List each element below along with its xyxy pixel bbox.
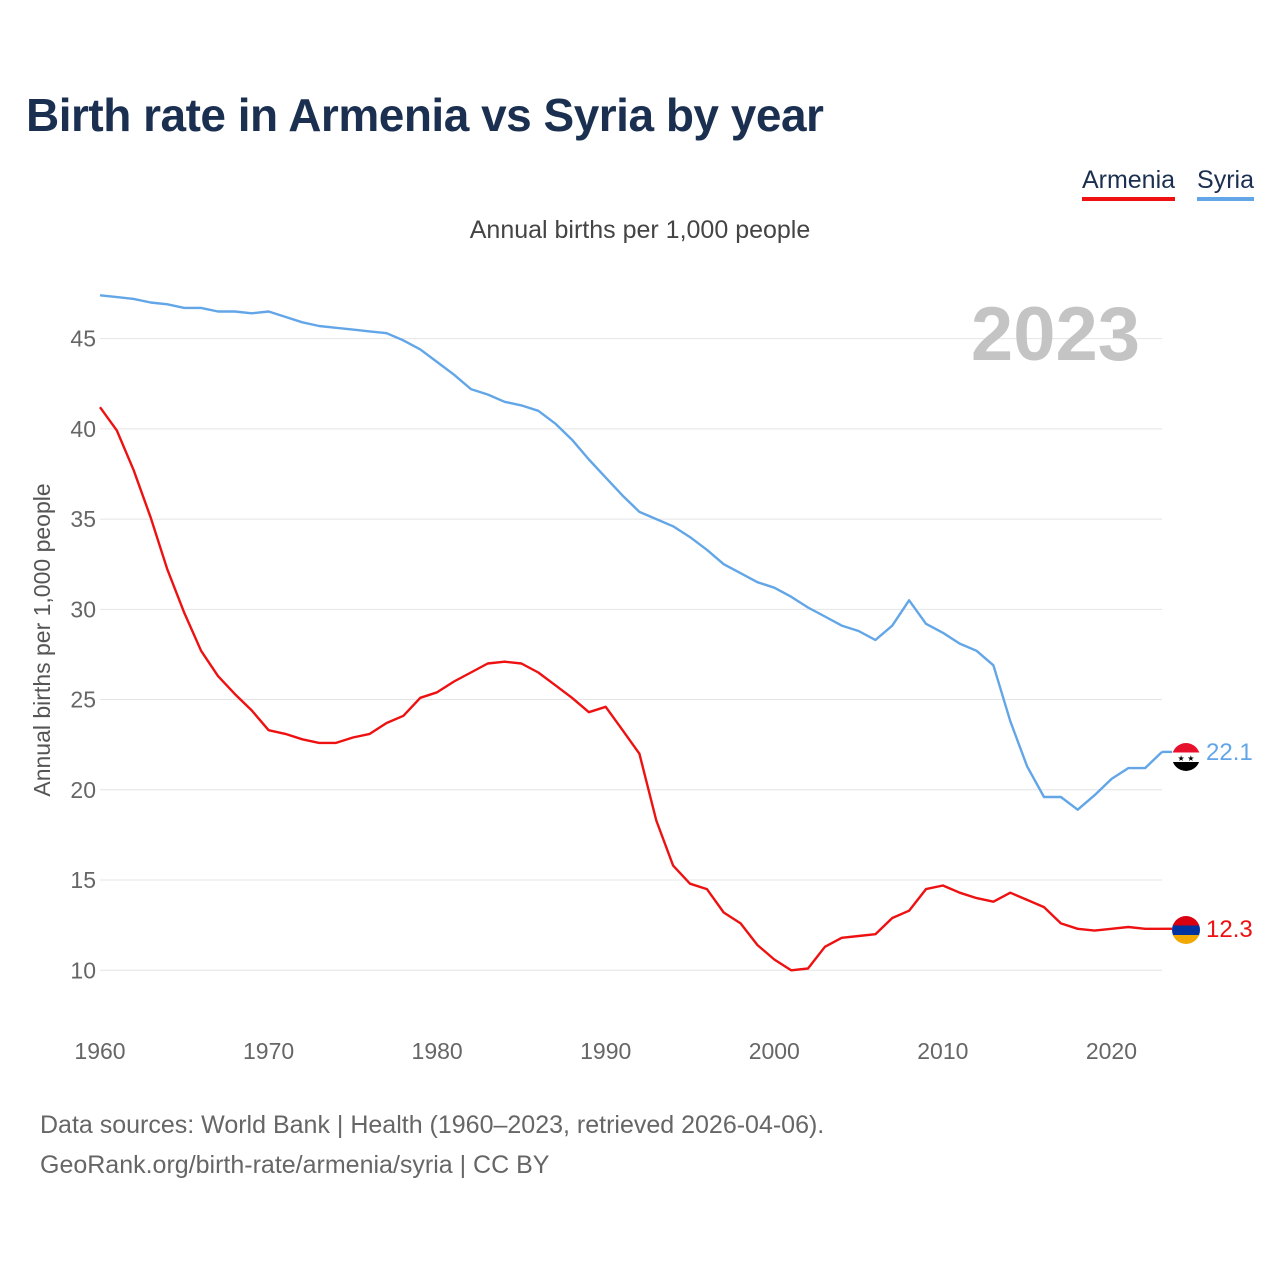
series-lines	[99, 294, 1172, 972]
x-tick-label: 1960	[74, 1038, 125, 1064]
legend-item-syria[interactable]: Syria	[1197, 166, 1254, 201]
armenia-flag-icon	[1172, 916, 1200, 944]
x-tick-label: 1980	[412, 1038, 463, 1064]
legend: Armenia Syria	[1081, 166, 1254, 201]
x-axis-ticks: 1960 1970 1980 1990 2000 2010 2020	[74, 1038, 1137, 1064]
y-tick-label: 35	[70, 506, 96, 532]
x-tick-label: 1990	[580, 1038, 631, 1064]
grid-lines	[100, 338, 1162, 971]
source-line-1: Data sources: World Bank | Health (1960–…	[40, 1111, 825, 1139]
year-display: 2023	[971, 292, 1140, 377]
end-label-armenia: 12.3	[1206, 916, 1253, 943]
chart-title: Birth rate in Armenia vs Syria by year	[26, 89, 824, 141]
y-tick-label: 45	[70, 326, 96, 352]
y-tick-label: 30	[70, 596, 96, 622]
source-note: Data sources: World Bank | Health (1960–…	[40, 1105, 824, 1185]
legend-item-armenia[interactable]: Armenia	[1081, 166, 1176, 201]
syria-flag-icon: ★ ★	[1172, 743, 1200, 771]
source-line-2: GeoRank.org/birth-rate/armenia/syria | C…	[40, 1151, 550, 1179]
end-labels: 22.1 12.3	[1206, 739, 1253, 943]
y-tick-label: 10	[70, 957, 96, 983]
y-tick-label: 20	[70, 777, 96, 803]
line-chart: 10 15 20 25 30 35 40 45 1960 1970 1980 1990 2000 201…	[29, 292, 1253, 1064]
x-tick-label: 2010	[917, 1038, 968, 1064]
end-markers: ★ ★	[1172, 743, 1200, 944]
svg-text:★ ★: ★ ★	[1178, 754, 1195, 763]
y-tick-label: 25	[70, 687, 96, 713]
x-tick-label: 1970	[243, 1038, 294, 1064]
y-tick-label: 40	[70, 416, 96, 442]
y-axis-ticks: 10 15 20 25 30 35 40 45	[70, 326, 96, 984]
series-line-syria	[99, 294, 1163, 811]
x-tick-label: 2000	[749, 1038, 800, 1064]
x-tick-label: 2020	[1086, 1038, 1137, 1064]
end-label-syria: 22.1	[1206, 739, 1253, 766]
series-line-armenia	[99, 406, 1162, 972]
chart-subtitle: Annual births per 1,000 people	[469, 216, 811, 244]
y-tick-label: 15	[70, 867, 96, 893]
y-axis-label: Annual births per 1,000 people	[29, 483, 55, 796]
